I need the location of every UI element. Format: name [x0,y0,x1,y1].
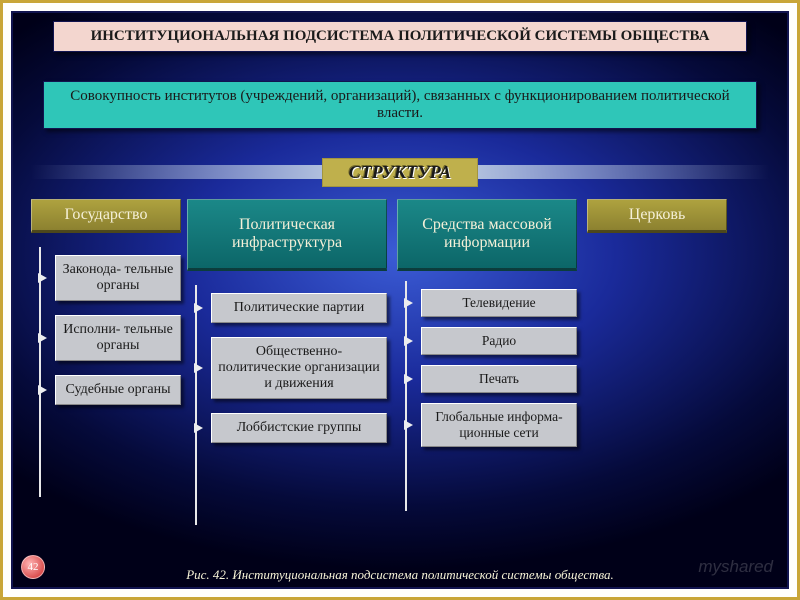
structure-label: СТРУКТУРА [322,158,478,187]
child-box: Радио [421,327,577,355]
column-header: Государство [31,199,181,233]
column-header: Средства массовой информации [397,199,577,271]
outer-frame: ИНСТИТУЦИОНАЛЬНАЯ ПОДСИСТЕМА ПОЛИТИЧЕСКО… [0,0,800,600]
figure-caption: Рис. 42. Институциональная подсистема по… [13,567,787,583]
column-header: Церковь [587,199,727,233]
structure-bar-left [31,165,322,179]
child-box: Глобальные информа- ционные сети [421,403,577,447]
child-box: Общественно- политические организации и … [211,337,387,399]
structure-bar-right [478,165,769,179]
columns-container: Государство Законода- тельные органы Исп… [31,199,769,447]
child-box: Законода- тельные органы [55,255,181,301]
page-number-badge: 42 [21,555,45,579]
connector-line [195,285,197,525]
column-children: Политические партии Общественно- политич… [187,293,387,443]
watermark: myshared [698,557,773,577]
child-box: Судебные органы [55,375,181,405]
column-media: Средства массовой информации Телевидение… [397,199,577,447]
child-box: Политические партии [211,293,387,323]
column-state: Государство Законода- тельные органы Исп… [31,199,181,405]
structure-bar: СТРУКТУРА [31,163,769,181]
slide-canvas: ИНСТИТУЦИОНАЛЬНАЯ ПОДСИСТЕМА ПОЛИТИЧЕСКО… [11,11,789,589]
child-box: Телевидение [421,289,577,317]
column-children: Телевидение Радио Печать Глобальные инфо… [397,289,577,447]
slide-title: ИНСТИТУЦИОНАЛЬНАЯ ПОДСИСТЕМА ПОЛИТИЧЕСКО… [53,21,747,52]
connector-line [405,281,407,511]
column-children: Законода- тельные органы Исполни- тельны… [31,255,181,405]
column-header: Политическая инфраструктура [187,199,387,271]
child-box: Исполни- тельные органы [55,315,181,361]
child-box: Печать [421,365,577,393]
column-church: Церковь [587,199,727,233]
child-box: Лоббистские группы [211,413,387,443]
connector-line [39,247,41,497]
column-infrastructure: Политическая инфраструктура Политические… [187,199,387,443]
slide-subtitle: Совокупность институтов (учреждений, орг… [43,81,757,129]
